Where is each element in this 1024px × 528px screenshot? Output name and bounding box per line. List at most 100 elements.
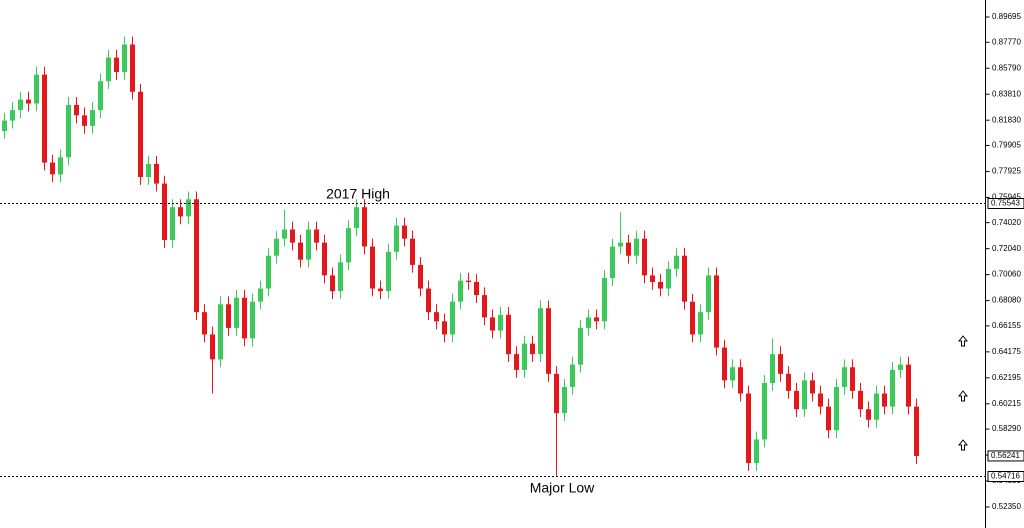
candle-body xyxy=(10,110,15,121)
candle-body xyxy=(378,288,383,292)
candle-body xyxy=(746,393,751,464)
candle-body xyxy=(306,229,311,260)
candle-body xyxy=(834,386,839,431)
candle-body xyxy=(370,246,375,289)
candle-body xyxy=(114,57,119,73)
candle-body xyxy=(330,275,335,292)
candle-body xyxy=(98,81,103,111)
candle-body xyxy=(362,207,367,247)
candle-body xyxy=(906,364,911,407)
candle-body xyxy=(626,242,631,256)
candle-body xyxy=(570,364,575,387)
candle-body xyxy=(562,386,567,414)
candle-body xyxy=(490,317,495,331)
y-tick-label: 0.52350 xyxy=(992,502,1021,511)
candle-body xyxy=(74,104,79,116)
candle-body xyxy=(818,393,823,407)
candle-body xyxy=(58,157,63,175)
candle-body xyxy=(130,44,135,92)
candle-body xyxy=(682,255,687,302)
candle-body xyxy=(418,264,423,289)
candle-body xyxy=(522,343,527,370)
candle-body xyxy=(394,225,399,252)
y-tick-label: 0.85790 xyxy=(992,63,1021,72)
y-tick-label: 0.81830 xyxy=(992,115,1021,124)
candle-body xyxy=(146,163,151,178)
candle-body xyxy=(338,262,343,292)
y-tick-label: 0.62195 xyxy=(992,373,1021,382)
y-tick-label: 0.60215 xyxy=(992,399,1021,408)
candle-body xyxy=(258,288,263,302)
candle-body xyxy=(858,390,863,410)
candle-body xyxy=(730,367,735,381)
candle-body xyxy=(2,120,7,132)
candle-body xyxy=(722,347,727,381)
candle-body xyxy=(162,183,167,240)
candle-body xyxy=(890,369,895,407)
candle-body xyxy=(154,163,159,184)
candle-body xyxy=(506,314,511,355)
candle-body xyxy=(594,317,599,322)
level-label: 0.75543 xyxy=(991,199,1020,208)
candle-body xyxy=(674,255,679,269)
candle-body xyxy=(714,275,719,348)
candle-body xyxy=(410,238,415,265)
candle-body xyxy=(290,229,295,243)
candle-body xyxy=(386,251,391,292)
y-tick-label: 0.75945 xyxy=(992,193,1021,202)
candle-body xyxy=(18,99,23,111)
candle-body xyxy=(178,207,183,217)
candle-body xyxy=(314,229,319,243)
candle-body xyxy=(754,439,759,464)
candle-body xyxy=(914,406,919,456)
y-tick-label: 0.58290 xyxy=(992,424,1021,433)
candle-body xyxy=(194,199,199,313)
candle-body xyxy=(546,308,551,374)
y-tick-label: 0.66155 xyxy=(992,321,1021,330)
candle-body xyxy=(642,238,647,276)
candle-body xyxy=(778,354,783,374)
candle-body xyxy=(786,373,791,391)
current-price-box xyxy=(987,450,1024,462)
candle-body xyxy=(90,110,95,126)
candle-body xyxy=(738,367,743,394)
level-label-box xyxy=(987,471,1024,482)
candle-body xyxy=(298,242,303,260)
arrow-icon xyxy=(957,335,969,347)
candle-body xyxy=(882,393,887,407)
candle-body xyxy=(666,268,671,289)
candle-body xyxy=(538,308,543,355)
candle-body xyxy=(802,380,807,410)
candle-body xyxy=(186,199,191,217)
candle-body xyxy=(234,297,239,328)
candle-body xyxy=(354,207,359,229)
candle-body xyxy=(658,281,663,289)
candle-body xyxy=(282,229,287,239)
y-tick-label: 0.89695 xyxy=(992,12,1021,21)
candle-body xyxy=(770,354,775,384)
y-tick-label: 0.79905 xyxy=(992,141,1021,150)
candle-body xyxy=(530,343,535,355)
candle-body xyxy=(458,280,463,302)
candle-body xyxy=(466,280,471,282)
y-tick-label: 0.83810 xyxy=(992,89,1021,98)
level-label: 0.54716 xyxy=(991,472,1020,481)
candle-body xyxy=(498,314,503,331)
candle-body xyxy=(122,44,127,73)
candle-body xyxy=(402,225,407,239)
candle-body xyxy=(514,354,519,370)
level-label-box xyxy=(987,198,1024,209)
candle-body xyxy=(650,275,655,282)
y-tick-label: 0.87770 xyxy=(992,37,1021,46)
candle-body xyxy=(618,242,623,247)
candle-body xyxy=(578,327,583,365)
candle-body xyxy=(266,255,271,289)
y-tick-label: 0.64175 xyxy=(992,347,1021,356)
candle-body xyxy=(554,373,559,414)
candle-body xyxy=(450,301,455,335)
candle-body xyxy=(210,334,215,360)
candle-body xyxy=(226,304,231,328)
candle-body xyxy=(42,74,47,163)
